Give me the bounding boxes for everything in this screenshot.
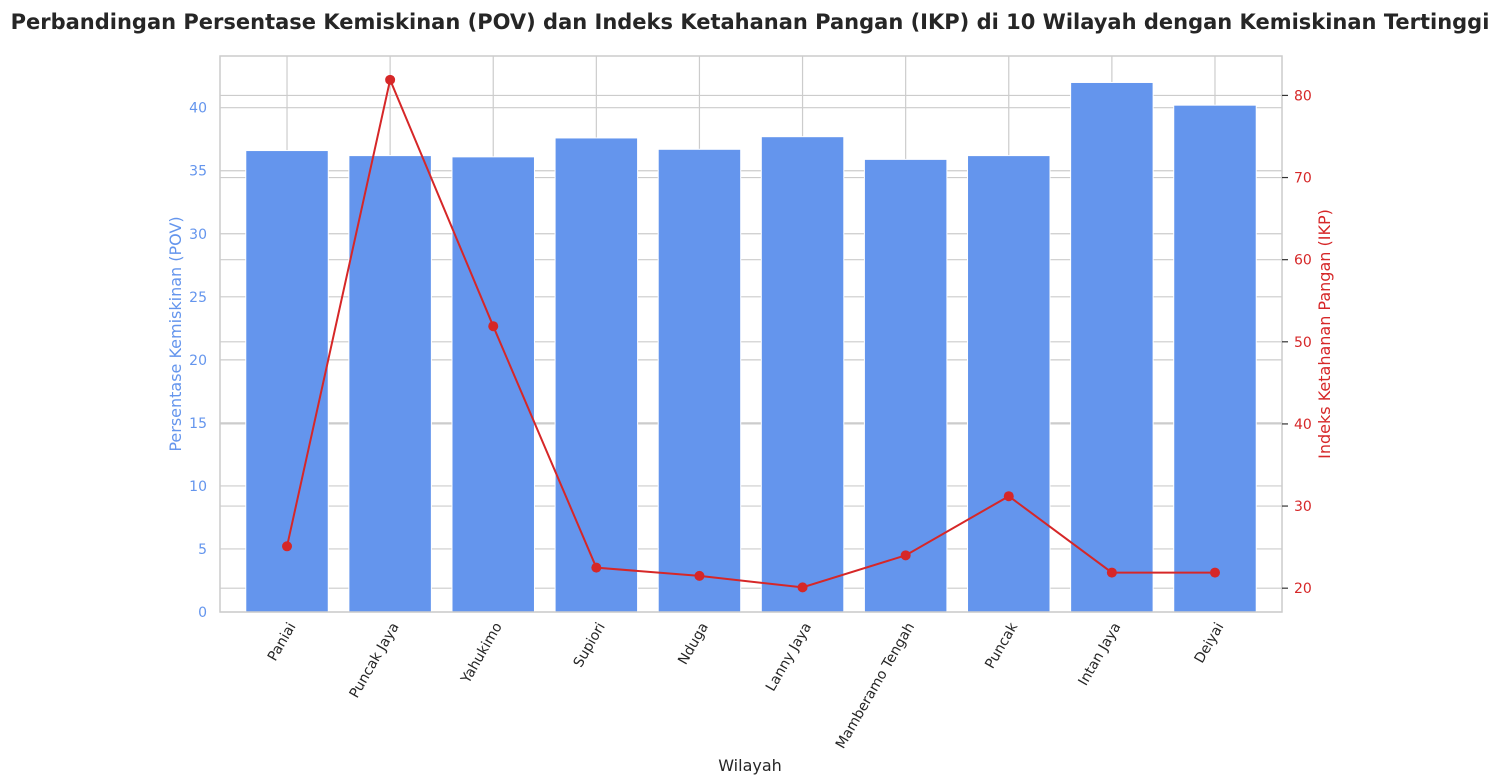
x-tick-label: Supiori: [571, 620, 609, 670]
y-left-tick-label: 15: [189, 416, 207, 432]
x-axis-label: Wilayah: [718, 756, 782, 775]
point-ikp: [1106, 567, 1117, 578]
y-right-tick-label: 30: [1294, 499, 1312, 515]
y-right-tick-label: 70: [1294, 171, 1312, 187]
y-left-tick-label: 20: [189, 353, 207, 369]
y-axis-left-label: Persentase Kemiskinan (POV): [166, 216, 185, 451]
point-ikp: [797, 582, 808, 593]
y-right-tick-label: 50: [1294, 335, 1312, 351]
line-ikp: [286, 76, 1215, 589]
y-right-tick-label: 20: [1294, 581, 1312, 597]
y-right-tick-label: 40: [1294, 417, 1312, 433]
bar-pov: [451, 156, 535, 613]
chart-title: Perbandingan Persentase Kemiskinan (POV)…: [11, 10, 1490, 34]
y-left-tick-label: 5: [198, 542, 207, 558]
x-tick-label: Paniai: [265, 620, 300, 664]
bar-pov: [1173, 104, 1257, 613]
point-ikp: [900, 550, 911, 561]
point-ikp: [694, 570, 705, 581]
x-tick-label: Mamberamo Tengah: [833, 620, 918, 752]
y-right-tick-label: 60: [1294, 253, 1312, 269]
y-left-tick-label: 35: [189, 164, 207, 180]
x-tick-label: Puncak Jaya: [347, 620, 403, 701]
y-left-tick-label: 25: [189, 290, 207, 306]
point-ikp: [488, 321, 499, 332]
point-ikp: [385, 74, 396, 85]
bar-pov: [554, 137, 639, 613]
y-right-tick-label: 80: [1294, 88, 1312, 104]
point-ikp: [1003, 491, 1014, 502]
y-left-tick-label: 40: [189, 101, 207, 117]
point-ikp: [282, 541, 293, 552]
point-ikp: [1209, 567, 1220, 578]
y-axis-right-label: Indeks Ketahanan Pangan (IKP): [1315, 209, 1334, 459]
bar-pov: [863, 158, 948, 613]
x-tick-label: Lanny Jaya: [763, 620, 815, 694]
x-tick-label: Nduga: [675, 620, 712, 668]
bar-pov: [348, 155, 432, 613]
x-tick-label: Yahukimo: [458, 620, 506, 687]
bar-pov: [657, 148, 742, 613]
bar-pov: [1070, 81, 1154, 613]
point-ikp: [591, 562, 602, 573]
y-left-tick-label: 30: [189, 227, 207, 243]
x-tick-label: Puncak: [982, 619, 1021, 671]
plot-frame: [219, 55, 1283, 613]
x-tick-label: Intan Jaya: [1075, 620, 1124, 689]
y-left-tick-label: 0: [198, 605, 207, 621]
bar-pov: [760, 136, 845, 613]
plot-area: 0 5 10 15 20 25 30 35 40 20 30 40 50 60 70 80 Paniai Punc…: [189, 55, 1312, 752]
x-tick-label: Deiyai: [1192, 620, 1228, 666]
bar-pov: [967, 155, 1051, 613]
y-left-tick-label: 10: [189, 479, 207, 495]
